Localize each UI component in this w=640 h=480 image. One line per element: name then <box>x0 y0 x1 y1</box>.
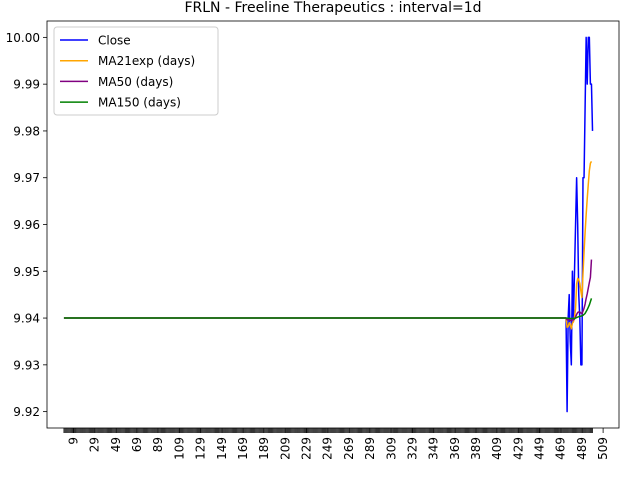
chart-title: FRLN - Freeline Therapeutics : interval=… <box>184 0 481 16</box>
series-line-0 <box>63 36 594 413</box>
x-tick-label: 9 <box>66 437 80 445</box>
legend-label-1: MA21exp (days) <box>98 54 195 68</box>
legend-label-3: MA150 (days) <box>98 96 181 110</box>
x-tick-label: 229 <box>300 437 314 460</box>
y-tick-label: 10.00 <box>6 31 40 45</box>
x-tick-label: 509 <box>596 437 610 460</box>
y-tick-label: 9.94 <box>13 312 40 326</box>
x-tick-label: 309 <box>384 437 398 460</box>
x-tick-label: 209 <box>278 437 292 460</box>
x-tick-label: 149 <box>215 437 229 460</box>
y-tick-label: 9.98 <box>13 124 40 138</box>
x-tick-label: 349 <box>427 437 441 460</box>
x-tick-label: 449 <box>533 437 547 460</box>
x-tick-label: 169 <box>236 437 250 460</box>
x-tick-label: 49 <box>109 437 123 452</box>
x-tick-label: 129 <box>194 437 208 460</box>
x-tick-label: 269 <box>342 437 356 460</box>
x-tick-label: 249 <box>321 437 335 460</box>
x-tick-label: 109 <box>172 437 186 460</box>
x-tick-label: 289 <box>363 437 377 460</box>
series-line-1 <box>63 160 593 330</box>
x-tick-label: 389 <box>469 437 483 460</box>
x-tick-label: 189 <box>257 437 271 460</box>
x-tick-label: 429 <box>511 437 525 460</box>
series-lines <box>63 36 594 413</box>
legend-label-2: MA50 (days) <box>98 75 173 89</box>
y-axis: 9.92 9.93 9.94 9.95 9.96 9.97 9.98 9.99 10.00 <box>6 31 47 419</box>
x-tick-label: 29 <box>88 437 102 452</box>
legend: Close MA21exp (days) MA50 (days) MA150 (day… <box>53 26 219 116</box>
x-tick-label: 69 <box>130 437 144 452</box>
series-line-3 <box>63 298 593 320</box>
y-tick-label: 9.97 <box>13 171 40 185</box>
x-tick-label: 329 <box>405 437 419 460</box>
x-tick-label: 489 <box>575 437 589 460</box>
x-tick-label: 469 <box>554 437 568 460</box>
legend-box <box>53 26 219 116</box>
y-tick-label: 9.93 <box>13 358 40 372</box>
y-tick-label: 9.92 <box>13 405 40 419</box>
legend-label-0: Close <box>98 34 131 48</box>
x-tick-label: 409 <box>490 437 504 460</box>
y-tick-label: 9.95 <box>13 265 40 279</box>
series-line-2 <box>63 259 593 322</box>
y-tick-label: 9.96 <box>13 218 40 232</box>
x-axis: 9 29 49 69 89 109 129 149 169 189 209 229 249 269 289 3… <box>63 428 610 460</box>
x-tick-label: 89 <box>151 437 165 452</box>
y-tick-label: 9.99 <box>13 78 40 92</box>
x-tick-label: 369 <box>448 437 462 460</box>
